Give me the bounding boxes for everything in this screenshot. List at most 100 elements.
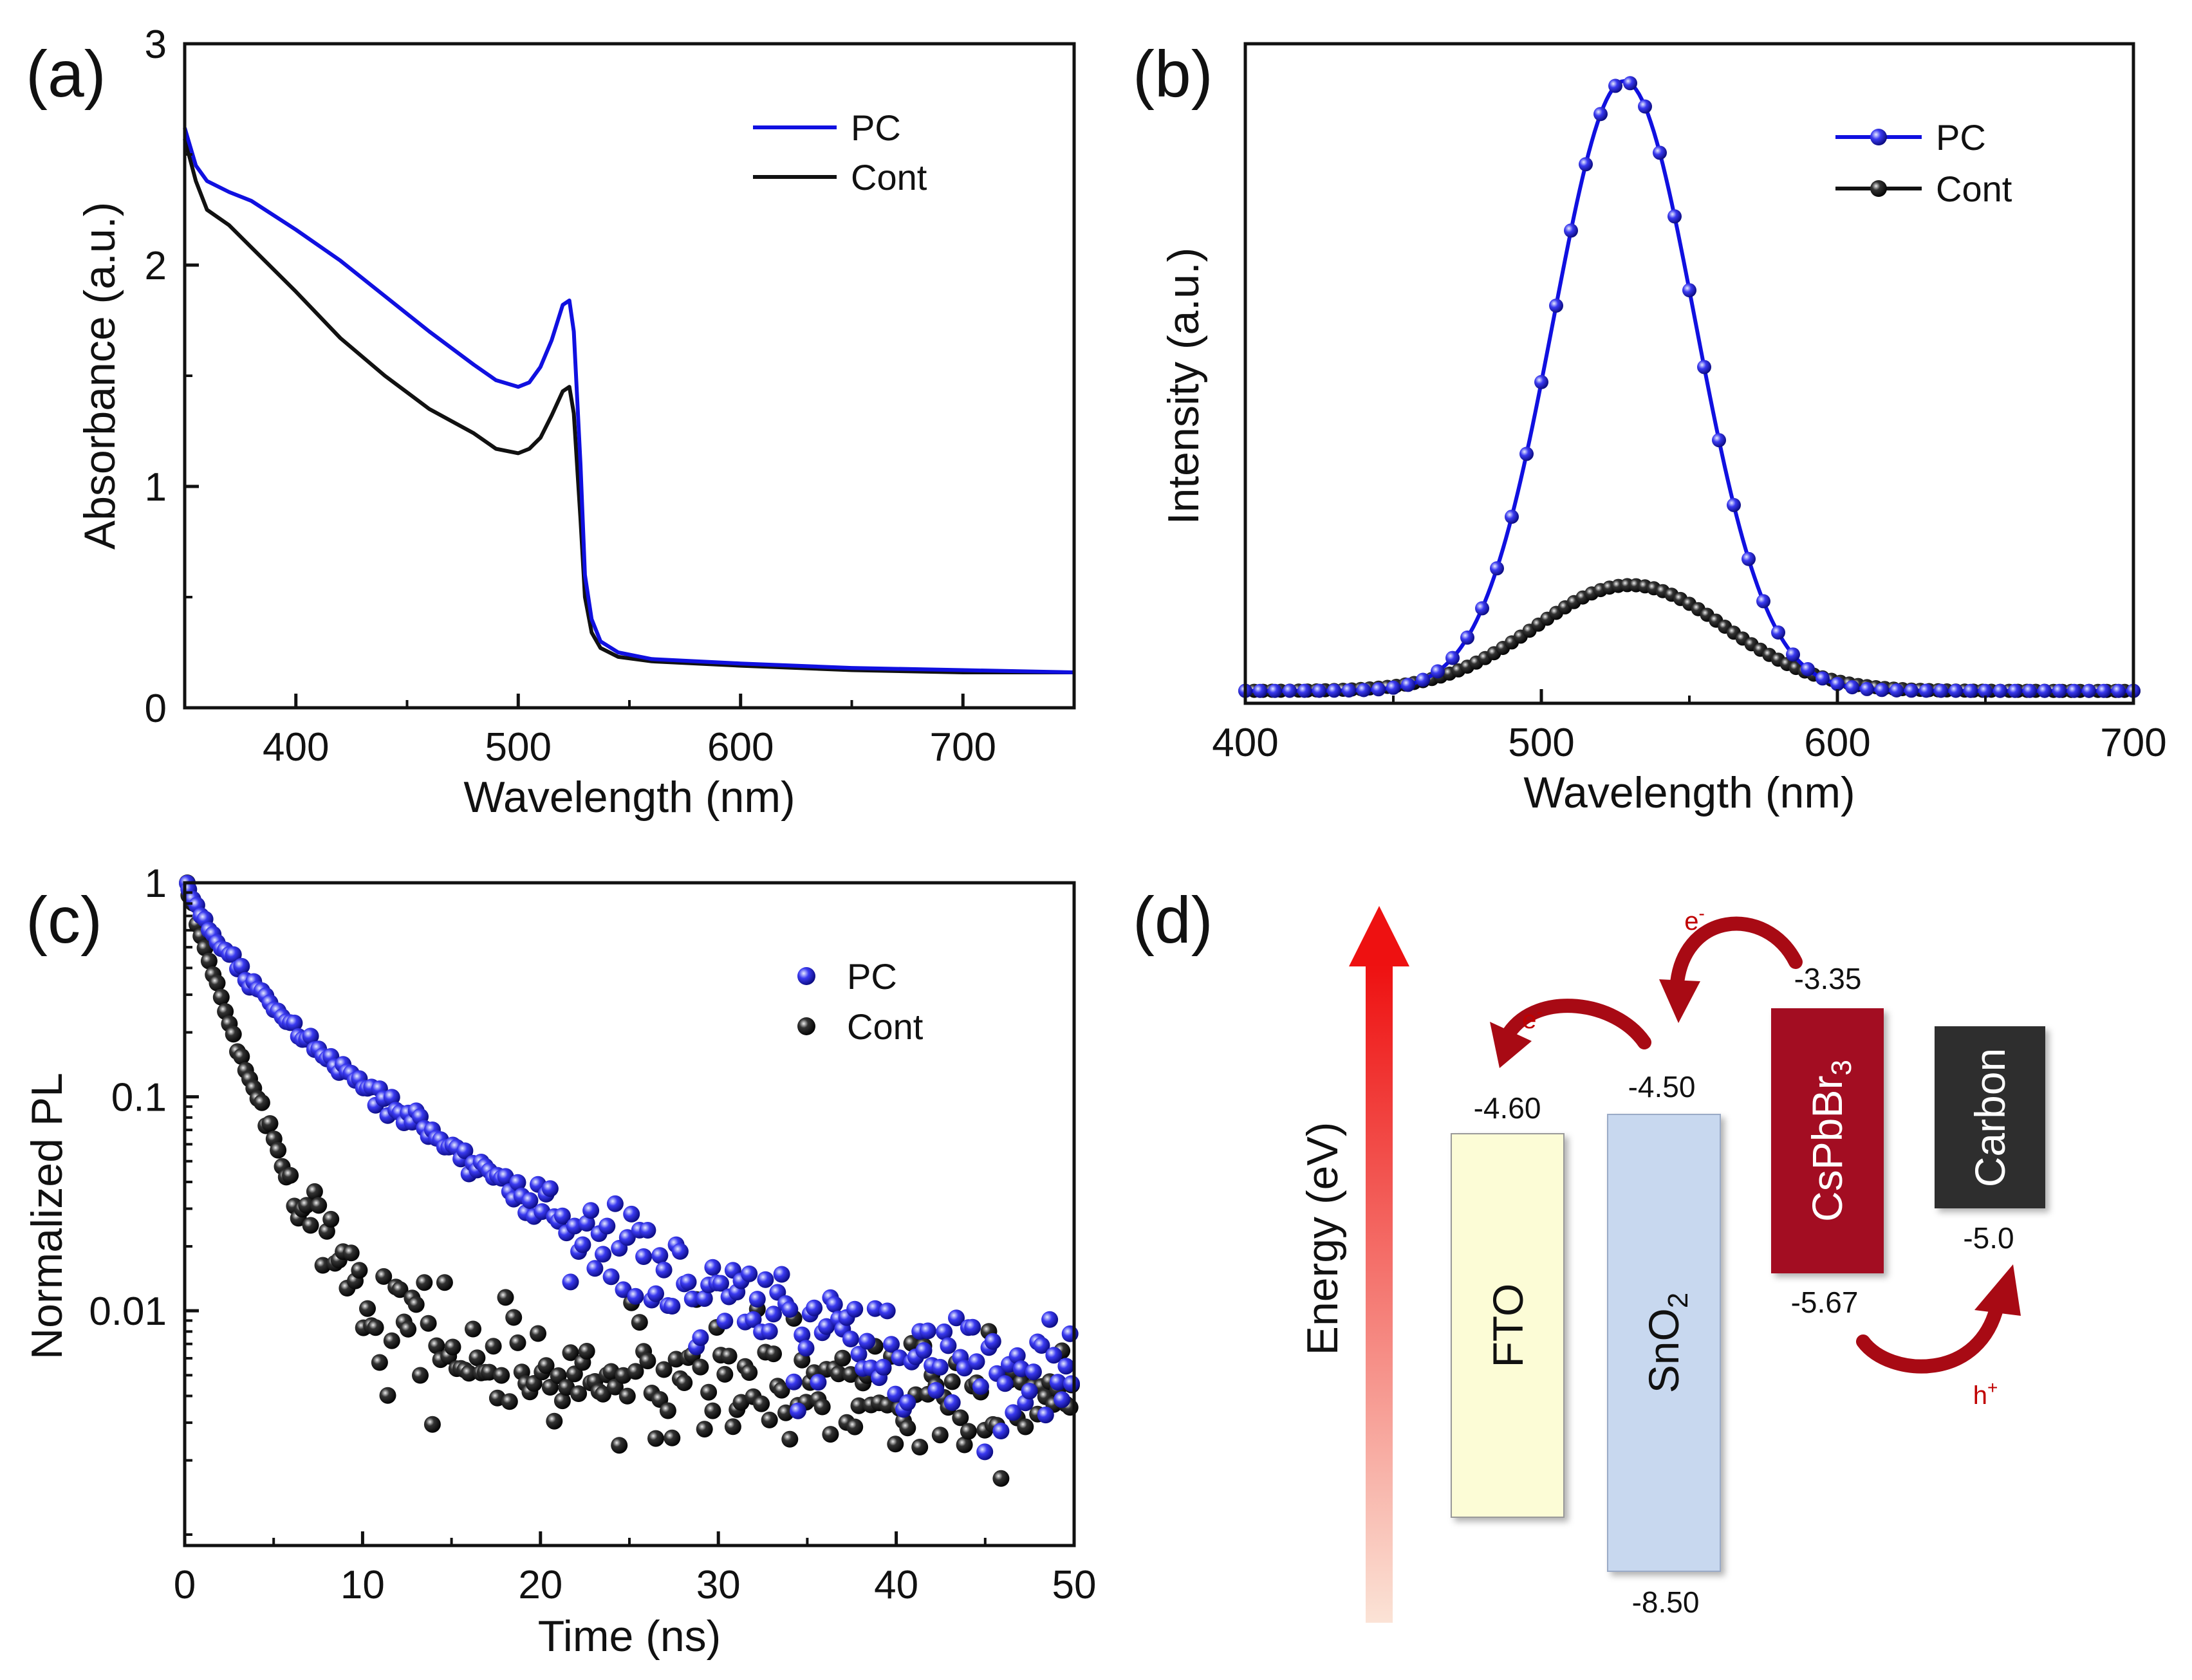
panel-c-point-pc bbox=[948, 1309, 965, 1327]
panel-c-point-cont bbox=[639, 1352, 656, 1370]
electron-label-1: e- bbox=[1522, 1002, 1543, 1034]
fto-top-level: -4.60 bbox=[1474, 1091, 1541, 1125]
panel-b-point-pc bbox=[1327, 683, 1341, 698]
panel-b-point-pc bbox=[1697, 360, 1711, 374]
panel-c-point-pc bbox=[225, 946, 242, 963]
panel-a-line-cont bbox=[183, 138, 1074, 674]
panel-c-point-cont bbox=[310, 1197, 328, 1214]
panel-b-point-pc bbox=[2097, 683, 2111, 698]
panel-b-legend-pc-marker bbox=[1870, 129, 1887, 145]
panel-a-xtick-label: 500 bbox=[485, 725, 552, 770]
panel-b-xtick-label: 600 bbox=[1804, 721, 1870, 765]
panel-c-point-pc bbox=[878, 1302, 896, 1320]
panel-c-point-cont bbox=[200, 952, 218, 970]
panel-c-series bbox=[179, 874, 1080, 1487]
panel-c-point-pc bbox=[745, 1311, 762, 1328]
panel-c-point-cont bbox=[436, 1274, 453, 1291]
panel-c-point-cont bbox=[416, 1274, 433, 1291]
panel-c-point-cont bbox=[753, 1395, 770, 1412]
panel-c-point-cont bbox=[379, 1387, 396, 1404]
panel-c-point-cont bbox=[956, 1436, 973, 1454]
panel-c-point-pc bbox=[887, 1385, 904, 1403]
panel-c-point-cont bbox=[412, 1367, 429, 1384]
panel-c-point-cont bbox=[830, 1365, 847, 1383]
panel-c-point-cont bbox=[261, 1115, 279, 1132]
panel-c-point-cont bbox=[773, 1381, 790, 1399]
panel-b-legend: PC Cont bbox=[1835, 117, 2012, 209]
electron-label-2: e- bbox=[1684, 903, 1705, 936]
panel-c-point-cont bbox=[428, 1337, 445, 1354]
panel-b-xtick-label: 500 bbox=[1508, 721, 1574, 765]
panel-c-point-cont bbox=[700, 1383, 718, 1401]
panel-b-point-pc bbox=[1371, 682, 1386, 697]
panel-a-series bbox=[183, 127, 1075, 674]
panel-c-point-pc bbox=[984, 1333, 1001, 1350]
panel-c-point-pc bbox=[586, 1260, 604, 1277]
panel-a-label: (a) bbox=[26, 37, 106, 111]
panel-c-point-pc bbox=[968, 1353, 985, 1371]
panel-c-point-cont bbox=[371, 1354, 388, 1371]
panel-c-point-pc bbox=[680, 1273, 697, 1291]
panel-a-line-pc bbox=[183, 127, 1075, 674]
panel-c-frame bbox=[183, 881, 1076, 1547]
panel-c-point-pc bbox=[1057, 1358, 1075, 1375]
panel-b-point-pc bbox=[1460, 630, 1474, 645]
panel-c-xlabel: Time (ns) bbox=[538, 1612, 721, 1661]
panel-c-point-pc bbox=[765, 1306, 782, 1323]
panel-c-point-cont bbox=[696, 1421, 713, 1438]
panel-b-point-pc bbox=[1978, 683, 1992, 698]
panel-c-point-pc bbox=[757, 1271, 774, 1288]
panel-a-ytick-label: 3 bbox=[145, 23, 167, 67]
panel-c-point-cont bbox=[342, 1244, 360, 1262]
panel-b-point-pc bbox=[1475, 601, 1489, 616]
panel-b-point-pc bbox=[1342, 683, 1356, 698]
panel-c-point-cont bbox=[375, 1268, 393, 1285]
panel-a-ylabel: Absorbance (a.u.) bbox=[75, 202, 124, 550]
panel-c-point-pc bbox=[615, 1281, 632, 1298]
panel-c-point-cont bbox=[351, 1262, 368, 1279]
panel-c-point-cont bbox=[546, 1412, 563, 1430]
panel-c-point-pc bbox=[456, 1142, 474, 1159]
panel-b-point-pc bbox=[2038, 683, 2052, 698]
panel-c-point-pc bbox=[602, 1268, 620, 1286]
carbon-label: Carbon bbox=[1966, 1048, 2014, 1187]
panel-c-point-cont bbox=[1017, 1418, 1034, 1435]
panel-c-point-pc bbox=[647, 1285, 664, 1302]
panel-b-point-pc bbox=[2067, 683, 2081, 698]
panel-c-legend-pc-marker bbox=[797, 967, 815, 985]
panel-c-point-pc bbox=[789, 1402, 806, 1419]
panel-c-xtick-label: 50 bbox=[1052, 1563, 1097, 1607]
panel-b-point-pc bbox=[1949, 683, 1963, 698]
panel-c-point-pc bbox=[972, 1378, 989, 1395]
panel-c-point-pc bbox=[1054, 1391, 1071, 1408]
panel-c-point-cont bbox=[659, 1402, 676, 1419]
panel-c-point-pc bbox=[635, 1248, 653, 1265]
panel-c-point-cont bbox=[676, 1374, 693, 1391]
panel-c-xtick-label: 10 bbox=[340, 1563, 385, 1607]
panel-c-point-pc bbox=[1037, 1407, 1054, 1424]
panel-c-point-pc bbox=[1063, 1375, 1080, 1392]
panel-b-point-pc bbox=[1623, 76, 1637, 91]
panel-b-point-pc bbox=[1549, 299, 1563, 313]
panel-c-point-cont bbox=[460, 1365, 478, 1382]
panel-b-point-pc bbox=[1593, 107, 1608, 122]
panel-b-point-pc bbox=[1312, 683, 1326, 698]
fto-label: FTO bbox=[1484, 1284, 1532, 1368]
panel-c-ticks: 0 10 20 30 40 50 1 0.1 0.01 bbox=[89, 862, 1096, 1607]
panel-b-point-pc bbox=[2082, 683, 2096, 698]
panel-b-point-pc bbox=[1490, 561, 1504, 576]
panel-b-label: (b) bbox=[1133, 37, 1213, 111]
panel-c-point-pc bbox=[683, 1290, 701, 1307]
panel-b-frame bbox=[1243, 42, 2135, 705]
panel-b-point-pc bbox=[1771, 625, 1785, 640]
energy-axis-arrow bbox=[1349, 906, 1409, 1623]
panel-c-label: (c) bbox=[26, 883, 102, 957]
panel-c-point-pc bbox=[883, 1336, 900, 1353]
panel-c-point-cont bbox=[282, 1167, 299, 1184]
panel-a-ytick-label: 0 bbox=[145, 687, 167, 731]
panel-c-point-cont bbox=[943, 1373, 961, 1390]
panel-c-point-cont bbox=[631, 1314, 648, 1331]
panel-c-legend-cont-marker bbox=[797, 1017, 815, 1035]
panel-b-point-pc bbox=[1801, 662, 1815, 676]
panel-b-point-pc bbox=[1682, 283, 1696, 298]
